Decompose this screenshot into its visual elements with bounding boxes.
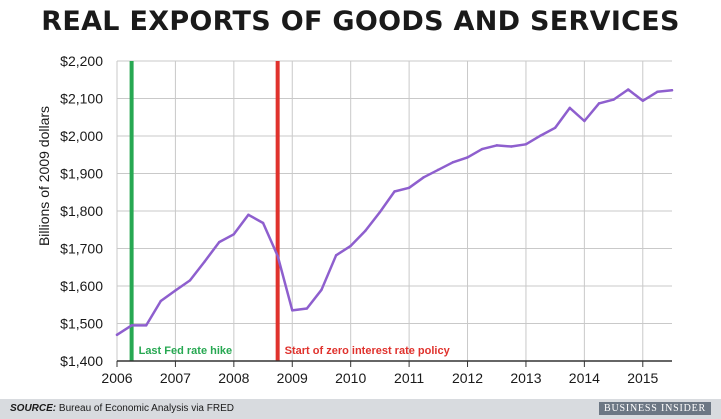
data-point: [145, 324, 148, 327]
source-note: SOURCE: Bureau of Economic Analysis via …: [10, 403, 234, 414]
tick-labels: $1,400 $1,500 $1,600 $1,700 $1,800 $1,900 $2,0…: [60, 53, 658, 386]
data-point: [159, 299, 163, 303]
x-tick-label: 2014: [569, 370, 600, 386]
data-point: [539, 134, 542, 137]
data-point: [437, 168, 440, 171]
x-tick-label: 2006: [101, 370, 132, 386]
data-point: [597, 102, 601, 105]
data-point: [480, 147, 484, 151]
data-point: [174, 289, 177, 292]
data-point: [203, 260, 206, 263]
data-point: [305, 307, 309, 310]
grid: [116, 60, 672, 362]
data-point: [407, 186, 411, 189]
data-point: [320, 288, 323, 291]
data-point: [568, 106, 571, 110]
y-tick-label: $1,500: [60, 316, 103, 332]
data-point: [495, 144, 498, 147]
data-point: [422, 176, 425, 179]
series-layer: [115, 88, 674, 337]
x-tick-label: 2015: [627, 370, 658, 386]
data-point: [247, 213, 250, 216]
annotation-labels: Last Fed rate hike Start of zero interest…: [139, 345, 451, 357]
y-tick-label: $1,700: [60, 241, 103, 257]
data-point: [393, 190, 396, 193]
series-line: [115, 88, 674, 337]
chart-title: REAL EXPORTS OF GOODS AND SERVICES: [41, 6, 680, 37]
publisher-logo: BUSINESS INSIDER: [599, 402, 711, 415]
data-point: [451, 161, 455, 164]
y-tick-label: $2,100: [60, 91, 103, 107]
y-tick-label: $2,000: [60, 128, 103, 144]
data-point: [553, 126, 557, 129]
data-point: [261, 221, 265, 225]
data-point: [232, 233, 236, 236]
y-tick-label: $1,400: [60, 353, 103, 369]
data-point: [641, 99, 644, 102]
data-point: [524, 143, 528, 146]
y-tick-label: $1,800: [60, 203, 103, 219]
axis-layer: [116, 360, 672, 367]
source-prefix: SOURCE:: [10, 403, 57, 414]
data-point: [334, 254, 338, 257]
annotation-label: Last Fed rate hike: [139, 345, 233, 357]
data-point: [466, 156, 469, 159]
data-point: [218, 240, 221, 244]
y-tick-label: $1,900: [60, 166, 103, 182]
data-point: [656, 90, 659, 93]
data-point: [276, 254, 279, 258]
y-tick-label: $1,600: [60, 278, 103, 294]
data-point: [130, 324, 133, 327]
data-point: [583, 119, 586, 123]
source-text: Bureau of Economic Analysis via FRED: [56, 403, 234, 414]
data-point: [349, 244, 352, 248]
data-point: [626, 88, 630, 91]
x-tick-label: 2013: [510, 370, 541, 386]
data-point: [378, 210, 382, 214]
data-point: [291, 309, 294, 312]
x-tick-label: 2008: [218, 370, 249, 386]
line-chart: $1,400 $1,500 $1,600 $1,700 $1,800 $1,900 $2,0…: [60, 53, 674, 386]
annotation-lines: [129, 61, 280, 361]
x-tick-label: 2011: [394, 370, 424, 386]
data-point: [510, 145, 513, 148]
data-point: [364, 229, 367, 233]
footer: SOURCE: Bureau of Economic Analysis via …: [0, 399, 721, 419]
data-point: [115, 333, 119, 336]
x-tick-label: 2010: [335, 370, 366, 386]
data-point: [188, 279, 192, 282]
x-tick-label: 2009: [277, 370, 308, 386]
data-point: [670, 89, 674, 92]
annotation-label: Start of zero interest rate policy: [285, 345, 451, 357]
x-tick-label: 2007: [160, 370, 191, 386]
x-tick-label: 2012: [452, 370, 483, 386]
data-point: [612, 98, 615, 101]
y-tick-label: $2,200: [60, 53, 103, 69]
